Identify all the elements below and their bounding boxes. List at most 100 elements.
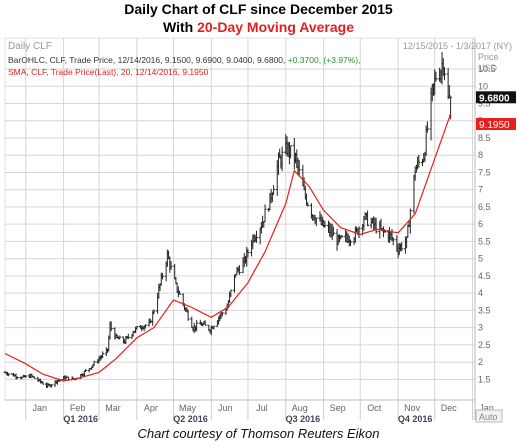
ohlc-bar — [169, 260, 173, 270]
ohlc-bar — [306, 202, 310, 207]
y-tick-label: 8 — [478, 150, 483, 160]
ohlc-bar — [263, 204, 267, 223]
sma-tag-bg — [476, 118, 516, 131]
x-tick-label: Apr — [144, 403, 158, 413]
ohlc-bar — [7, 373, 11, 377]
ohlc-bar — [272, 185, 276, 195]
sma-tag: 9.1950 — [479, 120, 510, 131]
ohlc-bar — [220, 312, 224, 317]
sma-line — [4, 113, 452, 382]
auto-scale-button[interactable] — [475, 409, 503, 423]
ohlc-bar — [442, 67, 446, 81]
ohlc-bar — [160, 272, 164, 280]
y-tick-label: 6.5 — [478, 202, 491, 212]
plot-background — [4, 37, 476, 401]
ohlc-bar — [32, 376, 36, 379]
x-tick-label: Aug — [292, 403, 308, 413]
x-tick-label: Feb — [70, 403, 86, 413]
x-quarter-label: Q4 2016 — [398, 414, 433, 424]
ohlc-bar — [246, 248, 250, 258]
last-price-tag-bg — [476, 91, 516, 104]
grid — [5, 38, 475, 400]
last-price-tag: 9.6800 — [479, 93, 510, 104]
x-tick-label: Jun — [218, 403, 233, 413]
y-tick-label: 2 — [478, 357, 483, 367]
ohlc-bar — [203, 320, 207, 326]
y-tick-label: 2.5 — [478, 340, 491, 350]
price-tags: 9.6800 9.1950 — [476, 91, 516, 131]
y-tick-label: 9.5 — [478, 99, 491, 109]
bar-legend-text: BarOHLC, CLF, Trade Price, 12/14/2016, 9… — [8, 55, 288, 65]
chart-subtitle: With 20-Day Moving Average — [0, 18, 517, 36]
y-tick-label: 8.5 — [478, 133, 491, 143]
ohlc-bar — [254, 230, 258, 243]
ohlc-bar — [109, 321, 113, 332]
ohlc-bar — [24, 375, 28, 378]
subtitle-highlight: 20-Day Moving Average — [197, 19, 354, 35]
ohlc-bar — [348, 239, 352, 247]
ohlc-bar — [92, 360, 96, 367]
ohlc-bar — [195, 320, 199, 332]
ohlc-bar — [323, 220, 327, 228]
chart-title-block: Daily Chart of CLF since December 2015 W… — [0, 0, 517, 36]
x-tick-label: Mar — [105, 403, 121, 413]
x-tick-label: Sep — [330, 403, 346, 413]
ohlc-bar — [229, 289, 233, 298]
ohlc-bar — [340, 235, 344, 238]
price-chart: 1.522.533.544.555.566.577.588.599.51010.… — [3, 37, 516, 424]
auto-scale-label: Auto — [479, 412, 498, 422]
bar-legend: BarOHLC, CLF, Trade Price, 12/14/2016, 9… — [8, 55, 361, 65]
ohlc-bar — [391, 237, 395, 246]
chart-caption: Chart courtesy of Thomson Reuters Eikon — [137, 426, 380, 441]
ohlc-bar — [118, 335, 122, 340]
ohlc-bar — [152, 309, 156, 315]
y-tick-label: 3.5 — [478, 305, 491, 315]
ohlc-bar — [374, 217, 378, 234]
ohlc-bar — [178, 290, 182, 295]
x-quarter-label: Q1 2016 — [63, 414, 98, 424]
y-tick-label: 10.5 — [478, 64, 496, 74]
ohlc-bar — [417, 154, 421, 168]
ohlc-bar — [49, 384, 53, 388]
sma-series — [4, 113, 452, 382]
y-tick-label: 4.5 — [478, 271, 491, 281]
ohlc-bar — [101, 351, 105, 358]
x-tick-label: Oct — [367, 403, 382, 413]
ohlc-bar — [126, 333, 130, 340]
ohlc-bar — [143, 324, 147, 329]
y-tick-label: 6 — [478, 219, 483, 229]
ohlc-bar — [434, 71, 438, 82]
y-tick-label: 3 — [478, 323, 483, 333]
ohlc-bar — [297, 160, 301, 177]
ohlc-bar — [425, 121, 429, 133]
ohlc-bar — [135, 326, 139, 330]
ohlc-bar — [15, 376, 19, 380]
x-tick-label: Jul — [256, 403, 268, 413]
ohlc-bar — [280, 146, 284, 172]
y-tick-label: 7.5 — [478, 167, 491, 177]
chart-title: Daily Chart of CLF since December 2015 — [124, 1, 393, 17]
ohlc-bar — [331, 226, 335, 236]
x-tick-label: May — [179, 403, 197, 413]
y-tick-label: 10 — [478, 81, 488, 91]
price-axis-label: Price — [478, 52, 499, 62]
x-quarter-label: Q3 2016 — [286, 414, 321, 424]
y-tick-label: 4 — [478, 288, 483, 298]
ohlc-bar — [408, 208, 412, 234]
ohlc-bar — [314, 217, 318, 227]
bar-legend-change: +0.3700, (+3.97%), — [288, 55, 361, 65]
y-tick-label: 7 — [478, 185, 483, 195]
axes: 1.522.533.544.555.566.577.588.599.51010.… — [5, 38, 496, 424]
ohlc-bar — [289, 145, 293, 159]
chart-name-label: Daily CLF — [8, 41, 52, 52]
ohlc-bar — [366, 210, 370, 227]
y-tick-label: 5 — [478, 254, 483, 264]
ohlc-bar — [400, 241, 404, 252]
ohlc-bar — [84, 369, 88, 372]
currency-axis-label: USD — [478, 63, 498, 73]
x-tick-label: Nov — [404, 403, 421, 413]
ohlc-bar — [237, 265, 241, 275]
ohlc-bar — [212, 325, 216, 330]
x-tick-label: Jan — [479, 403, 494, 413]
x-tick-label: Dec — [441, 403, 458, 413]
